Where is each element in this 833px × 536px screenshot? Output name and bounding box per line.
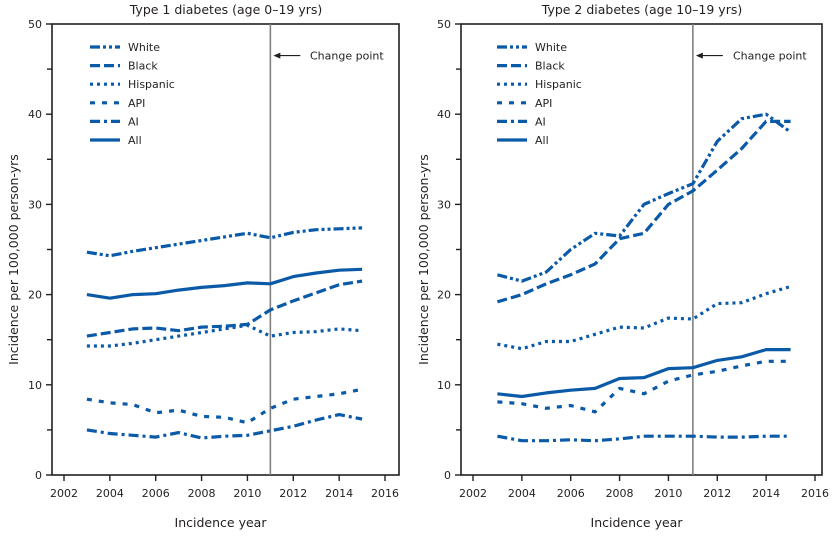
series-line-ai: [86, 413, 363, 440]
legend-label-hispanic: Hispanic: [128, 78, 175, 91]
series-line-all: [86, 267, 363, 300]
change-point-arrowhead: [273, 52, 281, 59]
series-line-black: [496, 119, 791, 304]
x-tick-label: 2016: [801, 487, 829, 500]
change-point-label: Change point: [310, 50, 384, 63]
legend-label-black: Black: [535, 60, 565, 73]
y-tick-label: 0: [444, 469, 451, 482]
chart-title: Type 1 diabetes (age 0–19 yrs): [129, 2, 323, 17]
y-tick-label: 10: [437, 379, 451, 392]
legend-label-black: Black: [128, 60, 158, 73]
series-line-black: [86, 279, 363, 338]
y-tick-label: 30: [437, 198, 451, 211]
y-axis-label: Incidence per 100,000 person-yrs: [6, 154, 21, 365]
series-line-white: [497, 112, 792, 283]
y-tick-label: 50: [28, 18, 42, 31]
change-point-label: Change point: [733, 50, 807, 63]
y-tick-label: 40: [28, 108, 42, 121]
x-tick-label: 2010: [654, 487, 682, 500]
series-line-hispanic: [497, 284, 792, 351]
change-point-arrowhead: [695, 52, 703, 59]
series-line-hispanic: [86, 323, 363, 348]
series-line-white: [86, 226, 363, 258]
x-tick-label: 2006: [557, 487, 585, 500]
legend-label-hispanic: Hispanic: [535, 78, 582, 91]
y-tick-label: 40: [437, 108, 451, 121]
plot-frame: [51, 23, 400, 476]
y-tick-label: 20: [437, 289, 451, 302]
legend-label-all: All: [128, 134, 142, 147]
legend-label-ai: AI: [535, 115, 546, 128]
panel-type2: Type 2 diabetes (age 10–19 yrs) 0 10 20 30 40…: [416, 2, 829, 530]
legend-label-api: API: [535, 97, 552, 110]
x-tick-label: 2008: [188, 487, 216, 500]
panel-type1: Type 1 diabetes (age 0–19 yrs) 0 10 20 30 40 5…: [6, 2, 400, 530]
legend-label-white: White: [128, 41, 160, 54]
legend-label-ai: AI: [128, 115, 139, 128]
y-tick-label: 50: [437, 18, 451, 31]
x-tick-label: 2014: [325, 487, 353, 500]
x-tick-label: 2016: [371, 487, 399, 500]
x-tick-label: 2010: [233, 487, 261, 500]
x-tick-label: 2014: [752, 487, 780, 500]
y-tick-label: 10: [28, 379, 42, 392]
x-tick-label: 2002: [459, 487, 487, 500]
legend-label-api: API: [128, 97, 145, 110]
x-tick-label: 2004: [508, 487, 536, 500]
series-line-api: [497, 359, 791, 414]
x-tick-label: 2006: [142, 487, 170, 500]
x-tick-label: 2008: [606, 487, 634, 500]
series-line-ai: [497, 434, 791, 443]
chart-title: Type 2 diabetes (age 10–19 yrs): [541, 2, 742, 17]
x-tick-label: 2012: [279, 487, 307, 500]
y-tick-label: 20: [28, 289, 42, 302]
plot-frame: [460, 23, 823, 476]
x-tick-label: 2004: [96, 487, 124, 500]
y-axis-label: Incidence per 100,000 person-yrs: [416, 154, 431, 365]
legend-label-white: White: [535, 41, 567, 54]
y-tick-label: 0: [35, 469, 42, 482]
x-axis-label: Incidence year: [591, 515, 684, 530]
y-tick-label: 30: [28, 198, 42, 211]
x-axis-label: Incidence year: [175, 515, 268, 530]
x-tick-label: 2012: [703, 487, 731, 500]
series-line-all: [497, 348, 791, 399]
x-tick-label: 2002: [50, 487, 78, 500]
legend-label-all: All: [535, 134, 549, 147]
